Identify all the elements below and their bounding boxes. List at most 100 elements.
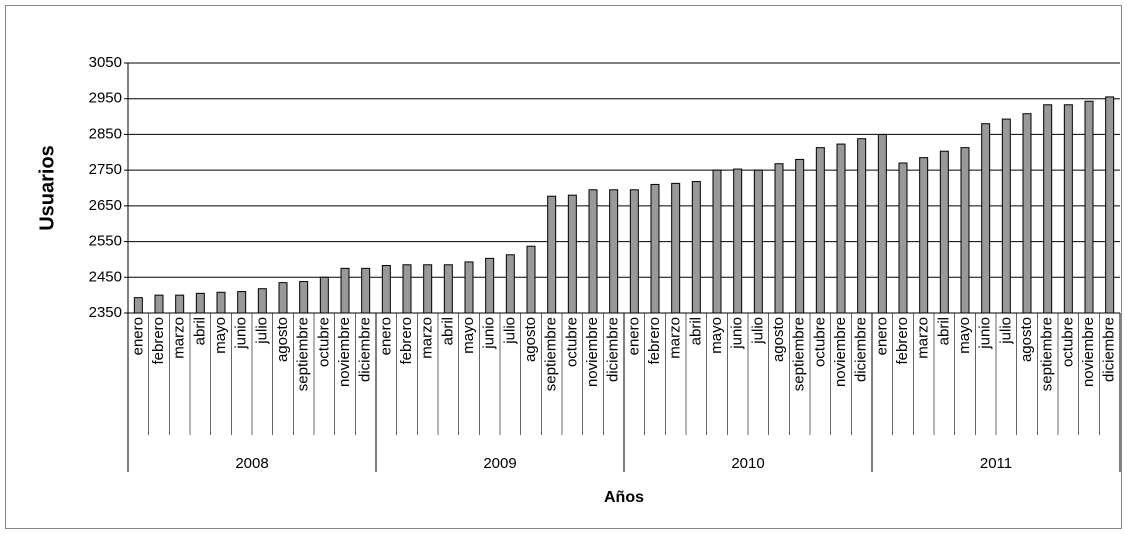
chart-border xyxy=(5,5,1122,529)
bar xyxy=(443,264,453,314)
x-tick-label: junio xyxy=(481,317,498,350)
y-tick-label: 2550 xyxy=(89,233,122,250)
group-label: 2010 xyxy=(731,455,764,472)
x-tick-label: julio xyxy=(997,317,1014,345)
x-tick-label: marzo xyxy=(915,317,932,359)
bar xyxy=(691,181,701,314)
x-tick-label: diciembre xyxy=(853,317,870,382)
bar xyxy=(898,162,908,314)
x-tick-label: febrero xyxy=(646,317,663,365)
x-tick-label: agosto xyxy=(274,317,291,362)
x-tick-label: octubre xyxy=(563,317,580,367)
x-tick-label: agosto xyxy=(770,317,787,362)
bar xyxy=(567,194,577,314)
x-tick-label: abril xyxy=(935,317,952,345)
bar xyxy=(319,276,329,314)
bar xyxy=(1063,104,1073,314)
x-tick-label: junio xyxy=(729,317,746,350)
x-tick-label: noviembre xyxy=(1080,317,1097,387)
x-tick-label: mayo xyxy=(956,317,973,354)
x-tick-label: mayo xyxy=(708,317,725,354)
x-tick-label: agosto xyxy=(522,317,539,362)
bar xyxy=(733,168,743,314)
bar xyxy=(960,147,970,314)
bar xyxy=(257,288,267,314)
bar xyxy=(588,189,598,314)
x-tick-label: septiembre xyxy=(1039,317,1056,391)
x-tick-label: octubre xyxy=(315,317,332,367)
x-tick-label: diciembre xyxy=(605,317,622,382)
bar xyxy=(402,264,412,314)
bar xyxy=(505,254,515,314)
x-tick-label: enero xyxy=(873,317,890,355)
x-tick-label: febrero xyxy=(894,317,911,365)
x-tick-label: febrero xyxy=(398,317,415,365)
x-tick-label: febrero xyxy=(150,317,167,365)
bar xyxy=(237,291,247,314)
bar xyxy=(381,265,391,314)
x-tick-label: junio xyxy=(977,317,994,350)
x-tick-label: abril xyxy=(439,317,456,345)
bar xyxy=(981,123,991,314)
x-tick-label: diciembre xyxy=(357,317,374,382)
x-tick-label: marzo xyxy=(667,317,684,359)
x-tick-label: septiembre xyxy=(295,317,312,391)
x-tick-label: junio xyxy=(233,317,250,350)
bar xyxy=(877,133,887,314)
bar xyxy=(753,169,763,314)
x-tick-label: enero xyxy=(129,317,146,355)
bar xyxy=(1084,100,1094,314)
bar xyxy=(1105,96,1115,314)
bar xyxy=(216,291,226,314)
bar xyxy=(919,157,929,314)
x-tick-label: julio xyxy=(501,317,518,345)
x-tick-label: octubre xyxy=(1059,317,1076,367)
bar xyxy=(133,297,143,314)
bar xyxy=(1022,113,1032,314)
y-tick-label: 2350 xyxy=(89,304,122,321)
bar xyxy=(774,163,784,314)
x-tick-label: octubre xyxy=(811,317,828,367)
x-tick-label: noviembre xyxy=(832,317,849,387)
x-tick-label: marzo xyxy=(171,317,188,359)
y-tick-label: 2850 xyxy=(89,125,122,142)
x-tick-label: mayo xyxy=(460,317,477,354)
group-label: 2009 xyxy=(483,455,516,472)
bar xyxy=(650,183,660,314)
bar xyxy=(671,182,681,314)
bar xyxy=(1043,104,1053,314)
group-label: 2008 xyxy=(235,455,268,472)
bar xyxy=(547,195,557,314)
bar xyxy=(299,281,309,314)
x-tick-label: julio xyxy=(749,317,766,345)
y-tick-label: 2750 xyxy=(89,161,122,178)
bar xyxy=(154,294,164,314)
y-tick-label: 2650 xyxy=(89,197,122,214)
bar xyxy=(340,267,350,314)
bar xyxy=(195,292,205,314)
x-tick-label: septiembre xyxy=(543,317,560,391)
group-label: 2011 xyxy=(980,455,1012,472)
y-tick-label: 2950 xyxy=(89,90,122,107)
x-tick-label: julio xyxy=(253,317,270,345)
x-tick-label: enero xyxy=(625,317,642,355)
bar xyxy=(278,282,288,314)
x-tick-label: noviembre xyxy=(584,317,601,387)
bar xyxy=(939,150,949,314)
y-tick-label: 2450 xyxy=(89,268,122,285)
bar xyxy=(815,147,825,314)
bar xyxy=(485,257,495,314)
x-tick-label: septiembre xyxy=(791,317,808,391)
bar xyxy=(795,158,805,314)
y-tick-label: 3050 xyxy=(89,54,122,71)
x-tick-label: marzo xyxy=(419,317,436,359)
x-tick-label: mayo xyxy=(212,317,229,354)
x-tick-label: abril xyxy=(687,317,704,345)
bar xyxy=(609,189,619,314)
bar xyxy=(1001,118,1011,314)
x-axis-title: Años xyxy=(604,489,644,506)
bar xyxy=(423,264,433,314)
bar xyxy=(857,138,867,314)
bar xyxy=(629,189,639,314)
